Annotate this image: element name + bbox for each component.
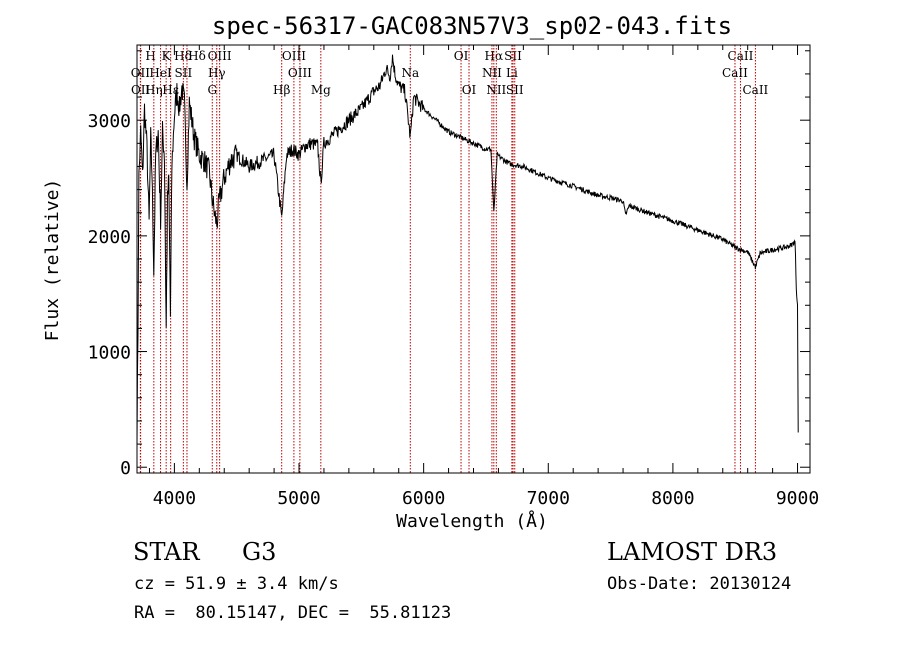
line-label: Hγ bbox=[208, 66, 226, 80]
line-label: Li bbox=[506, 66, 518, 80]
redshift-cz: cz = 51.9 ± 3.4 km/s bbox=[134, 574, 339, 594]
line-label: OIII bbox=[282, 49, 306, 63]
line-label: OII bbox=[131, 83, 151, 97]
axis-ticks: 4000 5000 6000 7000 8000 9000 0 1000 2000 3000 bbox=[88, 45, 819, 509]
object-class: STAR bbox=[133, 538, 200, 566]
line-label: Hβ bbox=[273, 83, 290, 97]
x-axis-label: Wavelength (Å) bbox=[396, 510, 548, 532]
line-label: OIII bbox=[288, 66, 312, 80]
y-tick-label: 3000 bbox=[88, 111, 131, 132]
line-label: SII bbox=[506, 83, 524, 97]
line-label: OIII bbox=[208, 49, 232, 63]
line-label: OI bbox=[462, 83, 477, 97]
y-axis-label: Flux (relative) bbox=[42, 179, 63, 342]
obs-date: Obs-Date: 20130124 bbox=[607, 574, 792, 594]
line-label: CaII bbox=[742, 83, 768, 97]
line-label: Hη bbox=[145, 83, 163, 97]
coordinates: RA = 80.15147, DEC = 55.81123 bbox=[134, 603, 452, 623]
x-tick-label: 8000 bbox=[651, 488, 694, 509]
line-label: SII bbox=[504, 49, 522, 63]
line-label: CaII bbox=[728, 49, 754, 63]
x-tick-label: 6000 bbox=[402, 488, 445, 509]
line-label: G bbox=[207, 83, 217, 97]
line-label: Hα bbox=[485, 49, 504, 63]
line-label: Mg bbox=[311, 83, 331, 97]
x-tick-label: 5000 bbox=[277, 488, 320, 509]
line-label: Hδ bbox=[188, 49, 206, 63]
line-label: SII bbox=[175, 66, 193, 80]
survey-name: LAMOST DR3 bbox=[607, 538, 778, 566]
y-tick-label: 1000 bbox=[88, 343, 131, 364]
line-label: NII bbox=[482, 66, 502, 80]
line-label: Hε bbox=[162, 83, 179, 97]
plot-frame bbox=[136, 44, 811, 474]
object-subclass: G3 bbox=[242, 538, 277, 566]
x-tick-label: 4000 bbox=[153, 488, 196, 509]
line-label: H bbox=[145, 49, 155, 63]
chart-title: spec-56317-GAC083N57V3_sp02-043.fits bbox=[212, 12, 732, 40]
line-label: HeI bbox=[149, 66, 172, 80]
y-tick-label: 0 bbox=[120, 458, 131, 479]
spectrum-line bbox=[136, 54, 799, 446]
line-label: NII bbox=[486, 83, 506, 97]
line-label: Na bbox=[401, 66, 419, 80]
line-label: K bbox=[162, 49, 172, 63]
y-tick-label: 2000 bbox=[88, 227, 131, 248]
x-tick-label: 9000 bbox=[776, 488, 819, 509]
line-label: Hδ bbox=[174, 49, 192, 63]
line-label: CaII bbox=[722, 66, 748, 80]
x-tick-label: 7000 bbox=[527, 488, 570, 509]
line-label: OI bbox=[454, 49, 469, 63]
